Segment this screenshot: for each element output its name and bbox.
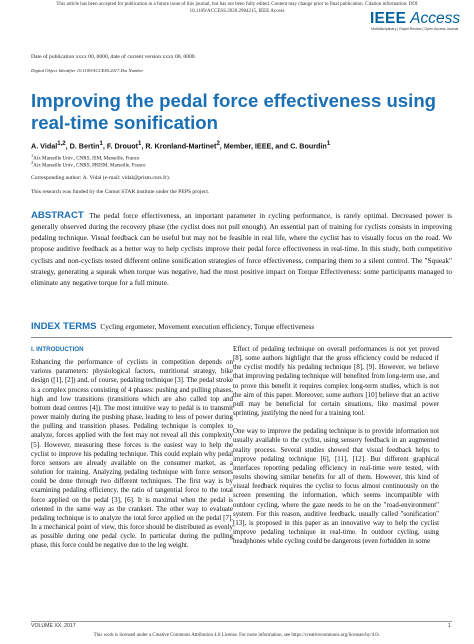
index-terms-text: Cycling ergometer, Movement execution ef… [100, 322, 315, 331]
author-name: A. Vidal [31, 141, 58, 151]
left-column: I. INTRODUCTION Enhancing the performanc… [31, 345, 233, 559]
right-column: Effect of pedaling technique on overall … [233, 345, 439, 555]
abstract: ABSTRACT The pedal force effectiveness, … [31, 210, 452, 288]
page-number: 1 [448, 623, 451, 629]
author-list: A. Vidal1,2, D. Bertin1, F. Drouot1, R. … [31, 141, 330, 150]
doi-line: Digital Object Identifier 10.1109/ACCESS… [31, 68, 144, 73]
logo-access-text: Access [410, 10, 461, 27]
author-affiliation-mark: 1 [138, 141, 142, 147]
affiliation-mark: 1 [31, 153, 34, 158]
publication-dates: Date of publication xxxx 00, 0000, date … [31, 54, 196, 60]
author-affiliation-mark: 1 [99, 141, 103, 147]
author-affiliation-mark: 2 [216, 141, 220, 147]
author-affiliation-mark: 1 [326, 141, 331, 147]
author-name: , Member, IEEE, and C. Bourdin [219, 141, 327, 151]
footer-divider [31, 621, 452, 622]
affiliation-1: 1Aix Marseille Univ., CNRS, ISM, Marseil… [31, 153, 139, 162]
affiliation-mark: 2 [31, 160, 34, 165]
author-name: , F. Drouot [102, 141, 139, 151]
index-terms: INDEX TERMS Cycling ergometer, Movement … [31, 321, 452, 332]
abstract-text: The pedal force effectiveness, an import… [31, 211, 452, 287]
paragraph: Effect of pedaling technique on overall … [233, 345, 439, 418]
paper-title: Improving the pedal force effectiveness … [31, 90, 437, 133]
affiliation-text: Aix Marseille Univ., CNRS, ISM, Marseill… [33, 155, 140, 162]
author-affiliation-mark: 1,2 [57, 141, 66, 147]
author-name: , R. Kronland-Martinet [141, 141, 217, 151]
logo-ieee-text: IEEE [370, 10, 407, 27]
affiliation-text: Aix Marseille Univ., CNRS, PRISM, Marsei… [33, 162, 146, 169]
index-terms-label: INDEX TERMS [31, 321, 97, 332]
logo-tagline: Multidisciplinary | Rapid Review | Open … [371, 27, 459, 31]
corresponding-author: Corresponding author: A. Vidal (e-mail: … [31, 175, 171, 181]
footer-volume: VOLUME XX, 2017 [31, 623, 76, 629]
section-divider [31, 337, 452, 338]
ieee-access-logo: IEEE Access Multidisciplinary | Rapid Re… [370, 10, 462, 36]
license-notice: This work is licensed under a Creative C… [93, 633, 381, 638]
funding-note: This research was funded by the Carnot S… [31, 189, 210, 195]
abstract-label: ABSTRACT [31, 210, 84, 221]
publication-notice: This article has been accepted for publi… [56, 2, 418, 14]
author-name: , D. Bertin [65, 141, 100, 151]
section-heading: I. INTRODUCTION [31, 346, 84, 353]
paragraph: One way to improve the pedaling techniqu… [233, 427, 439, 546]
affiliation-2: 2Aix Marseille Univ., CNRS, PRISM, Marse… [31, 160, 146, 169]
paragraph: Enhancing the performance of cyclists in… [31, 358, 233, 550]
